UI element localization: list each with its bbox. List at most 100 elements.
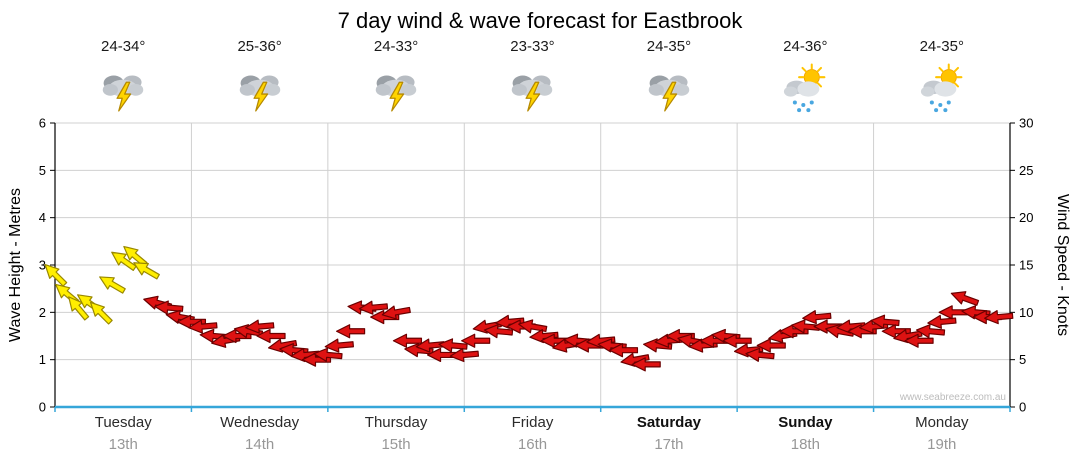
temperature-row: 24-34° 25-36° 24-33° 23-33° 24-35° 24-36° 24-3… [55, 38, 1010, 55]
wind-arrow [563, 333, 593, 348]
day-date: 19th [927, 436, 957, 453]
day-temperature-range: 24-35° [919, 38, 964, 55]
day-name: Monday [915, 414, 969, 431]
wind-arrow [44, 263, 68, 287]
wind-arrow [984, 310, 1014, 325]
wind-arrow [279, 343, 309, 358]
wind-arrow [313, 347, 343, 362]
day-date: 15th [381, 436, 411, 453]
right-axis-tick-label: 10 [1019, 305, 1033, 320]
weather-icon-cell [874, 60, 1010, 118]
wind-arrow [426, 347, 457, 363]
wind-arrow [188, 319, 218, 334]
weather-icon-cell [328, 60, 464, 118]
wind-arrow [404, 343, 434, 358]
wind-arrow [438, 338, 468, 353]
wind-arrow [608, 343, 639, 358]
left-axis-tick-label: 3 [39, 258, 46, 273]
day-temperature-range: 25-36° [237, 38, 282, 55]
wind-arrow [233, 324, 264, 339]
storm-cloud-lightning-icon [239, 75, 280, 112]
day-date: 16th [517, 436, 548, 453]
right-axis-tick-label: 30 [1019, 116, 1033, 131]
wind-arrow [381, 305, 411, 320]
day-name: Wednesday [220, 414, 300, 431]
day-temperature-range: 24-35° [646, 38, 692, 55]
storm-cloud-lightning-icon [375, 75, 417, 112]
day-label: Friday 16th [464, 414, 600, 453]
wind-arrow [392, 333, 423, 348]
day-label: Thursday 15th [328, 414, 464, 453]
day-temperature-range: 24-36° [783, 38, 828, 55]
wind-arrow [518, 319, 548, 334]
wind-arrow [335, 324, 366, 339]
wind-arrow [68, 296, 90, 321]
left-axis-tick-label: 0 [39, 400, 46, 415]
day-date: 13th [108, 436, 138, 453]
day-name: Saturday [636, 414, 702, 431]
sun-shower-icon [784, 63, 826, 113]
wind-arrow [111, 251, 137, 271]
left-axis-tick-label: 1 [39, 352, 46, 367]
day-temperature-range: 24-33° [373, 38, 419, 55]
day-temperature-range: 24-34° [101, 38, 146, 55]
wind-arrow [154, 300, 184, 315]
weather-icon-cell [191, 60, 327, 118]
left-axis-tick-label: 5 [39, 163, 46, 178]
wind-arrow [722, 333, 752, 348]
day-label: Wednesday 14th [191, 414, 327, 453]
wind-arrow [176, 314, 207, 329]
wind-arrow [631, 357, 661, 372]
left-axis-tick-label: 6 [39, 116, 46, 131]
wind-arrow [870, 314, 900, 329]
watermark: www.seabreeze.com.au [899, 392, 1006, 403]
sun-shower-icon [920, 63, 963, 113]
right-axis-tick-label: 5 [1019, 352, 1026, 367]
right-axis-tick-label: 15 [1019, 258, 1033, 273]
weather-icon-cell [601, 60, 737, 118]
wind-arrow [961, 305, 991, 320]
wind-arrow [802, 310, 832, 325]
wind-arrow [324, 338, 354, 353]
day-name: Tuesday [94, 414, 152, 431]
wind-arrow [123, 245, 148, 268]
right-axis-tick-label: 0 [1019, 400, 1026, 415]
right-axis-tick-label: 20 [1019, 210, 1033, 225]
day-label: Saturday 17th [601, 414, 737, 453]
wind-arrow [597, 338, 627, 353]
weather-icon-cell [55, 60, 191, 118]
wind-arrow [99, 276, 126, 294]
day-temperature-range: 23-33° [510, 38, 555, 55]
day-label: Monday 19th [874, 414, 1010, 453]
wind-arrow [256, 328, 286, 344]
day-label-row: Tuesday 13th Wednesday 14th Thursday 15th Frid… [55, 414, 1010, 453]
weather-icon-cell [464, 60, 600, 118]
wind-arrow [881, 324, 911, 339]
page-title: 7 day wind & wave forecast for Eastbrook [337, 8, 743, 33]
wind-arrow [927, 314, 957, 329]
day-label: Tuesday 13th [55, 414, 191, 453]
day-label: Sunday 18th [737, 414, 873, 453]
wind-arrow [245, 319, 275, 334]
wind-arrow [483, 324, 514, 339]
day-name: Friday [511, 414, 554, 431]
storm-cloud-lightning-icon [102, 75, 144, 112]
wind-arrow [711, 328, 741, 343]
wind-arrow [89, 301, 113, 325]
left-axis-tick-label: 4 [39, 210, 46, 225]
weather-icon-row [55, 60, 1010, 118]
wind-arrow [133, 262, 160, 280]
storm-cloud-lightning-icon [648, 75, 690, 112]
left-axis-tick-label: 2 [39, 305, 46, 320]
day-name: Thursday [364, 414, 428, 431]
day-date: 17th [654, 436, 684, 453]
weather-icon-cell [737, 60, 873, 118]
wind-arrow [449, 347, 480, 363]
day-date: 14th [245, 436, 275, 453]
wind-arrow [643, 338, 673, 353]
wind-arrow [415, 338, 445, 353]
day-name: Sunday [778, 414, 833, 431]
wind-arrow [950, 291, 980, 306]
wind-arrow [461, 333, 491, 348]
